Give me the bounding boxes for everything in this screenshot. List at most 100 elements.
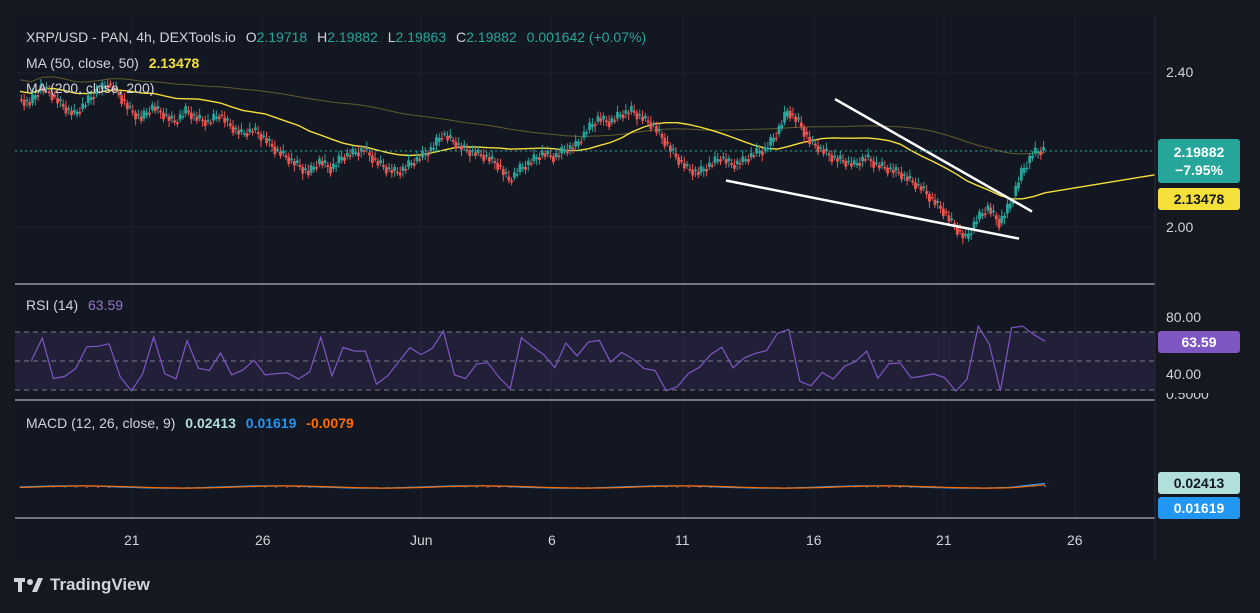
macd-hist-25 — [297, 487, 300, 488]
candle-body-278 — [794, 116, 798, 122]
candle-body-191 — [551, 156, 555, 162]
candle-body-231 — [663, 137, 667, 147]
candle-body-256 — [733, 165, 736, 169]
candle-body-316 — [900, 172, 903, 180]
candle-body-196 — [565, 149, 569, 154]
candle-body-327 — [930, 196, 934, 199]
candle-body-58 — [181, 115, 185, 118]
candle-body-247 — [707, 162, 711, 167]
candle-body-201 — [579, 141, 583, 144]
macd-hist-24 — [286, 487, 289, 488]
candle-body-245 — [702, 168, 706, 171]
candle-body-139 — [407, 160, 410, 167]
candle-body-286 — [816, 145, 820, 153]
legend-macd[interactable]: MACD (12, 26, close, 9) 0.02413 0.01619 … — [26, 415, 354, 431]
macd-hist-57 — [654, 486, 657, 488]
macd-hist-43 — [498, 487, 501, 488]
candle-body-114 — [337, 155, 341, 164]
candle-body-311 — [886, 167, 890, 174]
candle-body-88 — [265, 137, 268, 144]
candle-body-32 — [109, 83, 112, 86]
candle-body-111 — [329, 166, 332, 174]
candle-body-293 — [836, 158, 839, 162]
rsi-tick-40: 40.00 — [1166, 366, 1202, 382]
candle-body-365 — [1036, 151, 1040, 153]
candle-body-203 — [585, 132, 589, 134]
candle-body-81 — [245, 133, 249, 137]
candle-body-366 — [1039, 151, 1043, 156]
rsi-line — [30, 324, 1046, 393]
candle-body-146 — [426, 153, 430, 157]
candle-body-209 — [602, 115, 605, 120]
candle-body-189 — [546, 150, 550, 155]
candle-body-318 — [905, 176, 909, 181]
candle-body-120 — [354, 152, 358, 154]
candle-body-155 — [451, 139, 455, 142]
candle-body-43 — [139, 116, 143, 121]
candle-body-197 — [568, 145, 572, 149]
macd-hist-39 — [453, 486, 456, 488]
tradingview-icon — [14, 578, 43, 592]
candle-body-204 — [588, 122, 591, 131]
candle-body-297 — [847, 160, 851, 163]
candle-body-252 — [721, 156, 725, 159]
candle-body-98 — [292, 161, 296, 166]
candle-body-19 — [72, 109, 76, 113]
legend-ma200[interactable]: MA (200, close, 200) — [26, 80, 154, 96]
ma50-price-tag: 2.13478 — [1158, 188, 1240, 210]
macd-hist-8 — [108, 487, 111, 488]
candle-body-184 — [532, 154, 536, 162]
symbol-title[interactable]: XRP/USD - PAN, 4h, DEXTools.io — [26, 29, 236, 45]
candle-body-160 — [465, 149, 469, 151]
candle-body-352 — [1000, 215, 1004, 224]
legend-rsi[interactable]: RSI (14) 63.59 — [26, 297, 123, 313]
open-value: 2.19718 — [256, 29, 308, 45]
candle-body-349 — [992, 210, 995, 213]
candle-body-97 — [290, 158, 293, 161]
candle-body-96 — [287, 157, 291, 164]
candle-body-294 — [838, 155, 842, 160]
candle-body-299 — [852, 160, 856, 165]
candle-body-238 — [682, 163, 686, 169]
macd-hist-3 — [52, 486, 55, 488]
candle-body-219 — [629, 106, 633, 112]
candle-body-296 — [844, 161, 848, 167]
ma50-line — [19, 87, 1156, 200]
candle-body-158 — [460, 145, 463, 150]
candle-body-126 — [370, 155, 374, 163]
candle-body-174 — [504, 171, 508, 174]
candle-body-123 — [362, 150, 366, 152]
candle-body-115 — [340, 157, 344, 161]
candle-body-341 — [969, 233, 973, 236]
candle-body-62 — [192, 114, 196, 116]
candle-body-210 — [604, 120, 608, 122]
ma50-value: 2.13478 — [148, 55, 200, 71]
candle-body-65 — [201, 119, 204, 121]
candle-body-159 — [462, 144, 466, 148]
rsi-tick-80: 80.00 — [1166, 309, 1202, 325]
candle-body-108 — [320, 161, 324, 166]
candle-body-143 — [418, 159, 422, 161]
signal-value: 0.01619 — [245, 415, 297, 431]
candle-body-30 — [103, 85, 107, 88]
candle-body-289 — [824, 148, 828, 152]
legend-ma50[interactable]: MA (50, close, 50) 2.13478 — [26, 55, 199, 71]
signal-value-tag: 0.01619 — [1158, 497, 1240, 519]
close-value: 2.19882 — [466, 29, 517, 45]
candle-body-51 — [162, 112, 165, 120]
candle-body-186 — [538, 157, 541, 160]
candle-body-83 — [251, 131, 254, 133]
current-change-value: −7.95% — [1175, 162, 1223, 178]
candle-body-195 — [563, 149, 566, 152]
tradingview-logo[interactable]: TradingView — [14, 575, 150, 595]
candle-body-308 — [877, 165, 881, 169]
candle-body-285 — [813, 143, 817, 146]
close-label: C — [456, 29, 467, 45]
candle-body-135 — [396, 171, 399, 174]
candle-body-198 — [571, 147, 575, 150]
candle-body-262 — [749, 152, 753, 158]
candle-body-5 — [33, 95, 37, 100]
candle-body-165 — [479, 154, 483, 156]
candle-body-127 — [373, 158, 377, 160]
